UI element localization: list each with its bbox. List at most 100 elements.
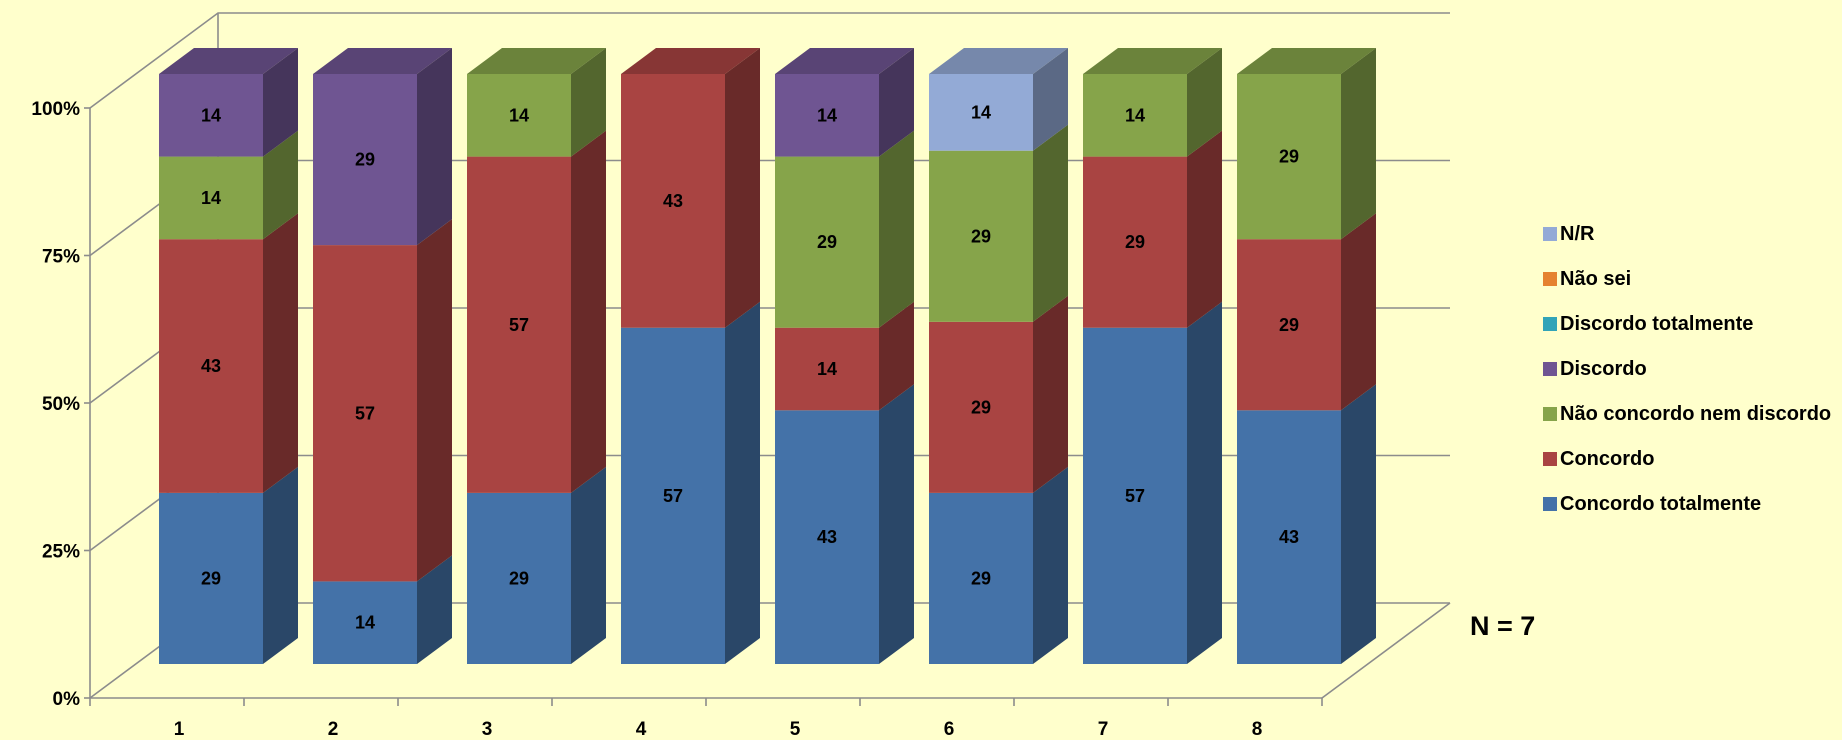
x-tick-label: 5	[790, 719, 801, 740]
bar-top	[467, 48, 606, 74]
bar-side	[417, 219, 452, 582]
bar-side	[571, 48, 606, 157]
data-label: 14	[971, 102, 991, 122]
legend-swatch	[1543, 407, 1557, 421]
bar-stack: 29 57 14	[467, 48, 606, 664]
y-tick-label: 75%	[42, 247, 80, 268]
data-label: 14	[201, 188, 221, 208]
bar	[1083, 327, 1187, 664]
bar	[621, 327, 725, 664]
data-label: 14	[355, 613, 375, 633]
data-label: 29	[1279, 147, 1299, 167]
bar-segment: 43	[775, 384, 914, 664]
bar	[929, 74, 1033, 151]
data-label: 57	[663, 486, 683, 506]
bar-top	[313, 48, 452, 74]
legend-label: Concordo totalmente	[1560, 493, 1761, 515]
bar-stack: 43 29 29	[1237, 48, 1376, 664]
chart-legend: N/R Não sei Discordo totalmente Discordo Não…	[1543, 223, 1831, 515]
bar-segment: 14	[159, 48, 298, 157]
bar	[1237, 239, 1341, 411]
bar-side	[725, 301, 760, 664]
bar-side	[879, 130, 914, 328]
data-label: 14	[817, 359, 837, 379]
x-tick-label: 1	[174, 719, 185, 740]
legend-swatch	[1543, 272, 1557, 286]
legend-label: Concordo	[1560, 448, 1654, 470]
data-label: 29	[355, 150, 375, 170]
bar-side	[1341, 384, 1376, 664]
bar-side	[1187, 301, 1222, 664]
bar	[159, 74, 263, 157]
legend-label: Discordo	[1560, 358, 1647, 380]
bar-segment: 29	[1237, 213, 1376, 411]
floor-edge	[1321, 602, 1451, 699]
data-label: 43	[817, 527, 837, 547]
legend-label: N/R	[1560, 223, 1595, 245]
bar-side	[1033, 124, 1068, 322]
bar-segment: 14	[929, 48, 1068, 151]
bar-top	[929, 48, 1068, 74]
legend-entry: Discordo totalmente	[1543, 313, 1753, 335]
legend-entry: N/R	[1543, 223, 1595, 245]
bar	[313, 581, 417, 664]
data-label: 29	[1125, 232, 1145, 252]
data-label: 29	[1279, 315, 1299, 335]
bar-segment: 57	[467, 130, 606, 493]
bar-stack: 57 29 14	[1083, 48, 1222, 664]
x-tick-label: 8	[1252, 719, 1263, 740]
bar-side	[263, 466, 298, 664]
x-tick-label: 7	[1098, 719, 1109, 740]
data-label: 57	[509, 315, 529, 335]
legend-entry: Concordo totalmente	[1543, 493, 1761, 515]
bar	[775, 327, 879, 411]
data-label: 29	[817, 232, 837, 252]
bar-side	[263, 48, 298, 157]
data-label: 14	[201, 105, 221, 125]
bar	[775, 410, 879, 664]
legend-swatch	[1543, 317, 1557, 331]
bar-segment: 29	[313, 48, 452, 246]
bar-segment: 29	[1237, 48, 1376, 240]
bar-stack: 57 43	[621, 48, 760, 664]
bar-side	[417, 48, 452, 246]
legend-swatch	[1543, 227, 1557, 241]
data-label: 43	[1279, 527, 1299, 547]
bar	[467, 492, 571, 664]
bar	[929, 492, 1033, 664]
bar-side	[879, 48, 914, 157]
bar-segment: 29	[929, 124, 1068, 322]
bar	[1237, 410, 1341, 664]
x-tick-label: 2	[328, 719, 339, 740]
bar	[929, 150, 1033, 322]
bar-segment: 14	[313, 555, 452, 664]
data-label: 29	[201, 568, 221, 588]
bar	[467, 74, 571, 157]
bar-side	[1187, 48, 1222, 157]
data-label: 29	[971, 226, 991, 246]
legend-label: Não sei	[1560, 268, 1631, 290]
bar-segment: 43	[1237, 384, 1376, 664]
bar-side	[1033, 48, 1068, 151]
sample-size-annotation: N = 7	[1470, 611, 1535, 641]
bar-side	[1033, 295, 1068, 493]
data-label: 43	[663, 191, 683, 211]
bar-segment: 57	[313, 219, 452, 582]
bar	[929, 321, 1033, 493]
y-tick-label: 25%	[42, 542, 80, 563]
bar	[313, 245, 417, 582]
bar-segment: 29	[929, 466, 1068, 664]
bar-segment: 29	[159, 466, 298, 664]
bar-segment: 29	[775, 130, 914, 328]
bar	[775, 74, 879, 157]
bar-segment: 14	[467, 48, 606, 157]
bar-segment: 43	[159, 213, 298, 493]
data-label: 29	[971, 568, 991, 588]
bar-side	[571, 466, 606, 664]
legend-entry: Não concordo nem discordo	[1543, 403, 1831, 425]
x-tick-label: 3	[482, 719, 493, 740]
bar-stack: 43 14 29 14	[775, 48, 914, 664]
data-label: 57	[355, 403, 375, 423]
y-tick-label: 0%	[53, 689, 81, 710]
